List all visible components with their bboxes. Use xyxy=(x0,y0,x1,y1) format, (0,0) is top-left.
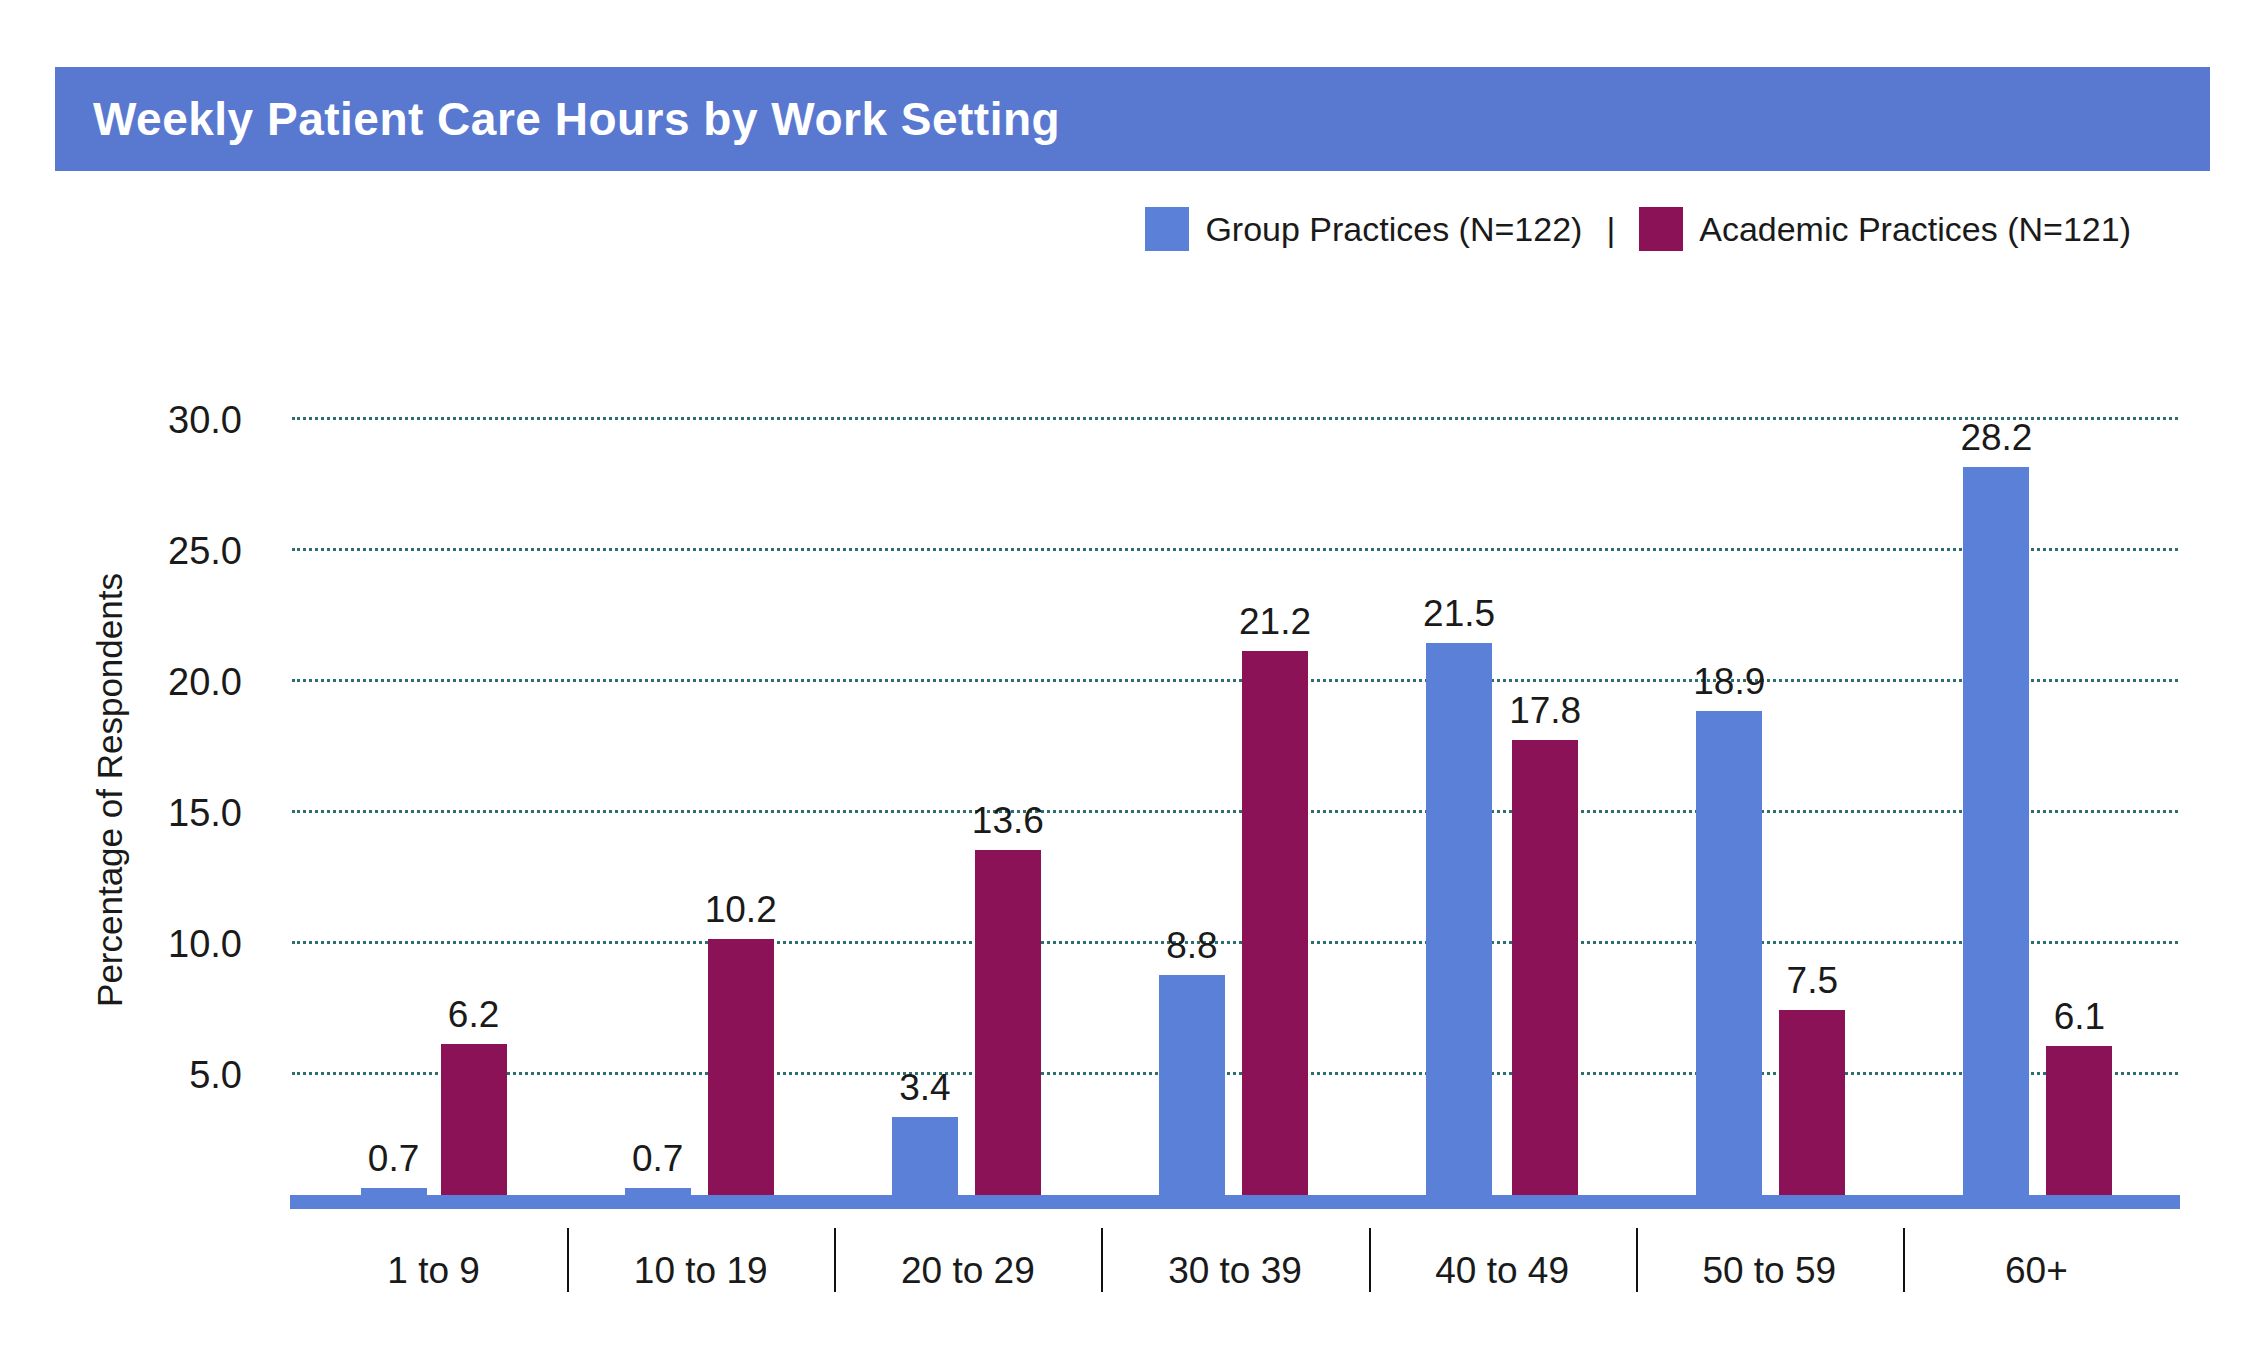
x-category-label: 30 to 39 xyxy=(1101,1228,1368,1292)
bar-with-label: 8.8 xyxy=(1159,926,1225,1206)
bar-value-label: 0.7 xyxy=(632,1139,683,1179)
legend-label-group-practices: Group Practices (N=122) xyxy=(1205,210,1582,249)
legend: Group Practices (N=122) | Academic Pract… xyxy=(1145,207,2131,251)
bar-with-label: 6.2 xyxy=(441,995,507,1206)
x-category-label: 10 to 19 xyxy=(567,1228,834,1292)
bar-value-label: 28.2 xyxy=(1960,418,2032,458)
bar-academic-practices xyxy=(1779,1010,1845,1207)
bar-with-label: 28.2 xyxy=(1960,418,2032,1206)
bar-pair: 3.4 13.6 xyxy=(892,801,1044,1206)
bar-academic-practices xyxy=(708,939,774,1206)
chart-title: Weekly Patient Care Hours by Work Settin… xyxy=(93,92,1060,146)
x-axis-line xyxy=(290,1195,2180,1209)
bar-pair: 0.7 6.2 xyxy=(361,995,507,1206)
bar-academic-practices xyxy=(441,1044,507,1206)
bar-group-practices xyxy=(892,1117,958,1206)
x-category-label: 20 to 29 xyxy=(834,1228,1101,1292)
bar-pair: 8.8 21.2 xyxy=(1159,602,1311,1206)
bar-academic-practices xyxy=(975,850,1041,1206)
y-tick-label: 20.0 xyxy=(92,661,242,703)
bar-with-label: 10.2 xyxy=(705,890,777,1206)
bar-with-label: 7.5 xyxy=(1779,961,1845,1207)
x-axis-labels: 1 to 910 to 1920 to 2930 to 3940 to 4950… xyxy=(300,1228,2170,1292)
bar-value-label: 17.8 xyxy=(1509,691,1581,731)
y-tick-label: 15.0 xyxy=(92,792,242,834)
bar-with-label: 3.4 xyxy=(892,1068,958,1206)
bar-group-practices xyxy=(1159,975,1225,1206)
legend-swatch-academic-practices-icon xyxy=(1639,207,1683,251)
legend-item-group-practices: Group Practices (N=122) xyxy=(1145,207,1582,251)
category-column: 21.5 17.8 xyxy=(1369,420,1636,1206)
category-column: 28.2 6.1 xyxy=(1903,420,2170,1206)
bars-container: 0.7 6.2 0.7 10.2 3.4 13.6 8.8 21.2 21.5 17.8 18.9 7… xyxy=(300,420,2170,1206)
y-tick-label: 25.0 xyxy=(92,530,242,572)
bar-value-label: 7.5 xyxy=(1787,961,1838,1001)
category-column: 0.7 10.2 xyxy=(567,420,834,1206)
bar-pair: 21.5 17.8 xyxy=(1423,594,1581,1206)
bar-value-label: 6.2 xyxy=(448,995,499,1035)
category-column: 8.8 21.2 xyxy=(1101,420,1368,1206)
y-tick-label: 30.0 xyxy=(92,399,242,441)
bar-with-label: 21.5 xyxy=(1423,594,1495,1206)
chart-title-bar: Weekly Patient Care Hours by Work Settin… xyxy=(55,67,2210,171)
bar-value-label: 3.4 xyxy=(899,1068,950,1108)
legend-swatch-group-practices-icon xyxy=(1145,207,1189,251)
legend-item-academic-practices: Academic Practices (N=121) xyxy=(1639,207,2131,251)
bar-pair: 0.7 10.2 xyxy=(625,890,777,1206)
bar-academic-practices xyxy=(1512,740,1578,1206)
x-category-label: 60+ xyxy=(1903,1228,2170,1292)
x-category-label: 40 to 49 xyxy=(1369,1228,1636,1292)
category-column: 18.9 7.5 xyxy=(1636,420,1903,1206)
bar-with-label: 21.2 xyxy=(1239,602,1311,1206)
legend-separator: | xyxy=(1598,210,1623,249)
plot-area: 0.7 6.2 0.7 10.2 3.4 13.6 8.8 21.2 21.5 17.8 18.9 7… xyxy=(300,420,2170,1206)
bar-value-label: 21.5 xyxy=(1423,594,1495,634)
x-category-label: 50 to 59 xyxy=(1636,1228,1903,1292)
bar-pair: 28.2 6.1 xyxy=(1960,418,2112,1206)
legend-label-academic-practices: Academic Practices (N=121) xyxy=(1699,210,2131,249)
bar-value-label: 0.7 xyxy=(368,1139,419,1179)
bar-group-practices xyxy=(1696,711,1762,1206)
bar-with-label: 6.1 xyxy=(2046,997,2112,1206)
bar-with-label: 17.8 xyxy=(1509,691,1581,1206)
bar-value-label: 6.1 xyxy=(2054,997,2105,1037)
y-tick-label: 10.0 xyxy=(92,923,242,965)
bar-group-practices xyxy=(1963,467,2029,1206)
bar-with-label: 18.9 xyxy=(1693,662,1765,1206)
bar-with-label: 13.6 xyxy=(972,801,1044,1206)
bar-value-label: 8.8 xyxy=(1166,926,1217,966)
category-column: 3.4 13.6 xyxy=(834,420,1101,1206)
bar-value-label: 21.2 xyxy=(1239,602,1311,642)
bar-academic-practices xyxy=(2046,1046,2112,1206)
chart-canvas: Weekly Patient Care Hours by Work Settin… xyxy=(0,0,2249,1350)
category-column: 0.7 6.2 xyxy=(300,420,567,1206)
x-category-label: 1 to 9 xyxy=(300,1228,567,1292)
bar-value-label: 18.9 xyxy=(1693,662,1765,702)
bar-value-label: 13.6 xyxy=(972,801,1044,841)
bar-group-practices xyxy=(1426,643,1492,1206)
bar-academic-practices xyxy=(1242,651,1308,1206)
y-axis-tick-labels: 5.010.015.020.025.030.0 xyxy=(120,420,270,1206)
bar-value-label: 10.2 xyxy=(705,890,777,930)
y-tick-label: 5.0 xyxy=(92,1054,242,1096)
bar-pair: 18.9 7.5 xyxy=(1693,662,1845,1206)
